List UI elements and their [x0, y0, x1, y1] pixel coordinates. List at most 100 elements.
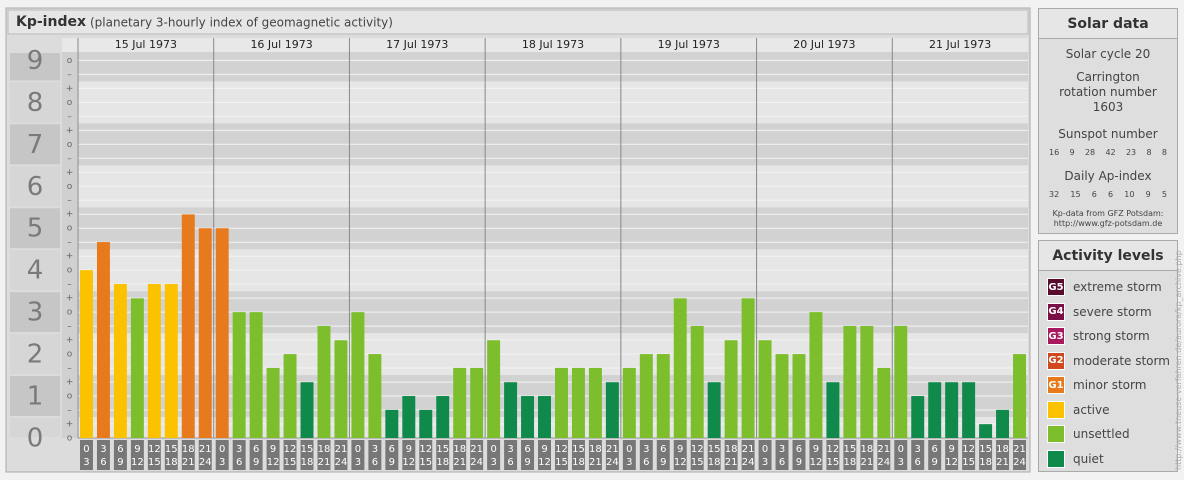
minor-tick-label: – [67, 196, 72, 206]
hour-end-label: 6 [372, 457, 378, 468]
day-label: 15 Jul 1973 [115, 38, 177, 51]
hour-label-box [283, 440, 297, 470]
hour-label-box [232, 440, 246, 470]
hour-end-label: 3 [83, 457, 89, 468]
minor-tick-label: o [67, 266, 73, 276]
minor-tick-label: o [67, 224, 73, 234]
kp-bar [164, 284, 178, 438]
y-tick-label: 2 [27, 340, 44, 370]
kp-bar [130, 298, 144, 438]
hour-start-label: 3 [507, 444, 513, 455]
kp-band [78, 52, 1028, 82]
hour-start-label: 18 [182, 444, 195, 455]
hour-start-label: 6 [660, 444, 666, 455]
hour-end-label: 24 [606, 457, 619, 468]
ap-row: 32 15 6 6 10 9 5 [1039, 184, 1177, 199]
kp-bar [351, 312, 365, 438]
hour-end-label: 3 [490, 457, 496, 468]
y-tick-label: 4 [27, 256, 44, 286]
kp-bar [877, 367, 891, 438]
y-label-box [10, 124, 60, 165]
hour-end-label: 9 [660, 457, 666, 468]
hour-end-label: 6 [779, 457, 785, 468]
hour-start-label: 15 [844, 444, 857, 455]
minor-tick-label: – [67, 112, 72, 122]
hour-end-label: 9 [389, 457, 395, 468]
chart-title: Kp-index [16, 14, 86, 30]
y-tick-label: 3 [27, 298, 44, 328]
kp-bar [504, 382, 518, 438]
hour-end-label: 18 [844, 457, 857, 468]
source-url: http://www.gfz-potsdam.de [1053, 219, 1163, 228]
hour-end-label: 3 [762, 457, 768, 468]
kp-bar [690, 325, 704, 438]
hour-start-label: 15 [165, 444, 178, 455]
kp-bar [147, 284, 161, 438]
kp-bar [588, 367, 602, 438]
hour-end-label: 21 [318, 457, 331, 468]
hour-end-label: 24 [335, 457, 348, 468]
hour-end-label: 15 [419, 457, 432, 468]
hour-label-box [215, 440, 229, 470]
hour-start-label: 18 [996, 444, 1009, 455]
hour-label-box [911, 440, 925, 470]
hour-label-box [147, 440, 161, 470]
hour-start-label: 21 [199, 444, 212, 455]
ap-value: 6 [1091, 190, 1097, 199]
hour-end-label: 18 [301, 457, 314, 468]
minor-tick-label: + [66, 336, 74, 346]
hour-end-label: 15 [691, 457, 704, 468]
hour-label-box [792, 440, 806, 470]
legend-swatch: G5 [1047, 278, 1065, 297]
y-tick-label: 1 [27, 382, 44, 412]
hour-end-label: 21 [589, 457, 602, 468]
kp-bar [487, 340, 501, 438]
kp-bar [894, 325, 908, 438]
minor-tick-label: – [67, 406, 72, 416]
hour-start-label: 15 [572, 444, 585, 455]
minor-tick-label: – [67, 322, 72, 332]
hour-end-label: 9 [796, 457, 802, 468]
hour-end-label: 15 [148, 457, 161, 468]
hour-end-label: 24 [1013, 457, 1026, 468]
hour-label-box [809, 440, 823, 470]
y-label-box [10, 334, 60, 375]
day-label: 18 Jul 1973 [522, 38, 584, 51]
kp-bar [334, 340, 348, 438]
hour-end-label: 21 [182, 457, 195, 468]
hour-start-label: 12 [691, 444, 704, 455]
hour-start-label: 9 [677, 444, 683, 455]
day-label: 21 Jul 1973 [929, 38, 991, 51]
hour-start-label: 3 [236, 444, 242, 455]
hour-start-label: 12 [555, 444, 568, 455]
ap-value: 10 [1124, 190, 1135, 199]
hour-start-label: 0 [355, 444, 361, 455]
hour-start-label: 12 [419, 444, 432, 455]
hour-start-label: 9 [270, 444, 276, 455]
kp-bar [232, 312, 246, 438]
hour-start-label: 21 [606, 444, 619, 455]
kp-bar [775, 354, 789, 438]
kp-bar [538, 396, 551, 438]
minor-tick-label: + [66, 210, 74, 220]
hour-end-label: 3 [355, 457, 361, 468]
hour-end-label: 24 [742, 457, 755, 468]
hour-start-label: 12 [962, 444, 975, 455]
hour-start-label: 21 [742, 444, 755, 455]
hour-label-box [945, 440, 959, 470]
legend-label: active [1073, 402, 1110, 417]
hour-label-box [436, 440, 450, 470]
minor-tick-label: + [66, 420, 74, 430]
hour-label-box [96, 440, 110, 470]
legend-item: G1 minor storm [1039, 373, 1177, 398]
hour-end-label: 21 [860, 457, 873, 468]
hour-end-label: 18 [708, 457, 721, 468]
hour-label-box [300, 440, 314, 470]
kp-bar [605, 382, 619, 438]
hour-label-box [317, 440, 331, 470]
hour-start-label: 18 [725, 444, 738, 455]
hour-end-label: 21 [725, 457, 738, 468]
hour-start-label: 18 [453, 444, 466, 455]
legend-swatch [1047, 400, 1065, 419]
minor-tick-label: o [67, 140, 73, 150]
